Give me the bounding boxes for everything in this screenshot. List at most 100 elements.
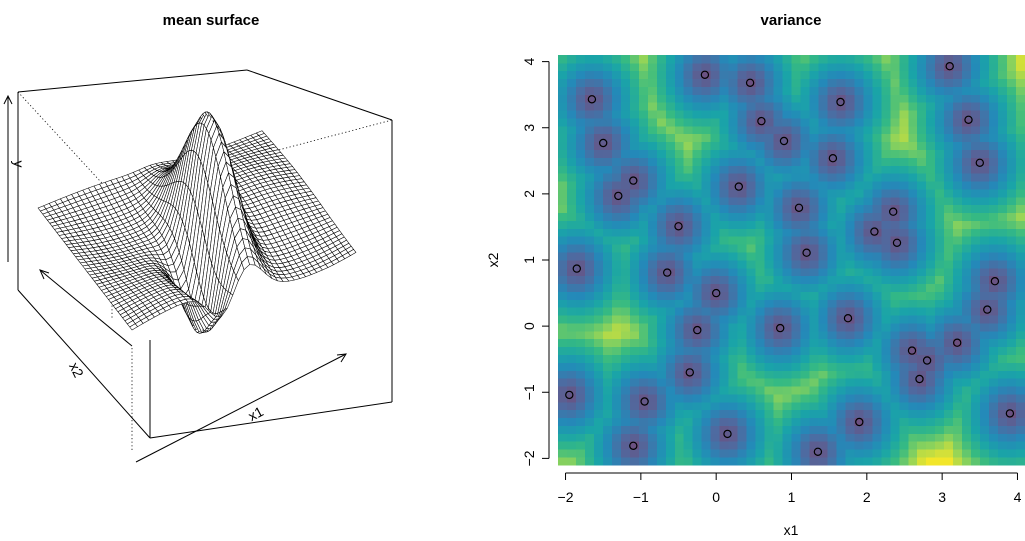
heatmap-cell xyxy=(881,449,891,458)
heatmap-cell xyxy=(575,425,586,434)
heatmap-cell xyxy=(764,417,774,426)
heatmap-cell xyxy=(755,181,765,190)
heatmap-cell xyxy=(656,86,667,95)
heatmap-cell xyxy=(935,441,945,450)
heatmap-cell xyxy=(584,346,595,356)
heatmap-cell xyxy=(827,370,837,379)
heatmap-cell xyxy=(827,457,837,466)
heatmap-cell xyxy=(701,181,712,190)
heatmap-cell xyxy=(971,299,981,308)
heatmap-cell xyxy=(953,181,963,190)
heatmap-cell xyxy=(593,70,604,80)
heatmap-cell xyxy=(917,212,927,221)
heatmap-cell xyxy=(836,70,846,80)
heatmap-cell xyxy=(647,409,658,419)
heatmap-cell xyxy=(665,260,676,269)
heatmap-cell xyxy=(746,149,756,158)
heatmap-cell xyxy=(593,118,604,127)
heatmap-cell xyxy=(746,370,756,379)
heatmap-cell xyxy=(791,236,801,245)
heatmap-cell xyxy=(566,346,577,356)
heatmap-cell xyxy=(602,252,613,261)
heatmap-cell xyxy=(674,394,685,403)
heatmap-cell xyxy=(755,165,765,174)
heatmap-cell xyxy=(746,212,756,221)
heatmap-cell xyxy=(944,204,954,214)
heatmap-cell xyxy=(611,70,622,80)
heatmap-cell xyxy=(980,102,990,111)
heatmap-cell xyxy=(827,212,837,221)
heatmap-cell xyxy=(1016,338,1025,348)
heatmap-cell xyxy=(890,149,900,158)
heatmap-cell xyxy=(1007,291,1017,300)
heatmap-cell xyxy=(602,102,613,111)
heatmap-cell xyxy=(674,267,685,277)
heatmap-cell xyxy=(917,370,927,379)
heatmap-cell xyxy=(575,212,586,221)
heatmap-cell xyxy=(872,401,882,411)
heatmap-cell xyxy=(602,323,613,332)
heatmap-cell xyxy=(746,110,756,119)
heatmap-cell xyxy=(908,291,918,300)
heatmap-cell xyxy=(980,260,990,269)
heatmap-cell xyxy=(1007,244,1017,253)
heatmap-cell xyxy=(755,157,765,166)
heatmap-cell xyxy=(746,102,756,111)
heatmap-cell xyxy=(944,291,954,300)
heatmap-cell xyxy=(953,62,963,72)
heatmap-cell xyxy=(827,125,837,135)
heatmap-cell xyxy=(962,220,972,229)
heatmap-cell xyxy=(683,354,694,363)
heatmap-cell xyxy=(719,236,730,245)
heatmap-cell xyxy=(566,409,577,419)
heatmap-cell xyxy=(926,86,936,95)
heatmap-cell xyxy=(1007,55,1017,64)
heatmap-cell xyxy=(1016,330,1025,340)
heatmap-cell xyxy=(638,141,649,151)
heatmap-cell xyxy=(593,299,604,308)
heatmap-cell xyxy=(629,228,640,237)
heatmap-cell xyxy=(854,299,864,308)
heatmap-cell xyxy=(737,409,747,419)
heatmap-cell xyxy=(1007,196,1017,206)
heatmap-cell xyxy=(944,417,954,426)
heatmap-cell xyxy=(908,417,918,426)
heatmap-cell xyxy=(827,94,837,103)
heatmap-cell xyxy=(899,267,909,277)
heatmap-cell xyxy=(989,260,999,269)
heatmap-cell xyxy=(674,315,685,324)
heatmap-cell xyxy=(908,102,918,111)
design-point xyxy=(779,136,789,146)
heatmap-cell xyxy=(746,433,756,442)
heatmap-cell xyxy=(665,283,676,292)
heatmap-cell xyxy=(719,196,730,206)
heatmap-cell xyxy=(989,354,999,363)
heatmap-cell xyxy=(881,204,891,214)
heatmap-cell xyxy=(629,299,640,308)
heatmap-cell xyxy=(764,378,774,387)
heatmap-cell xyxy=(611,244,622,253)
heatmap-cell xyxy=(611,299,622,308)
heatmap-cell xyxy=(944,94,954,103)
heatmap-cell xyxy=(620,141,631,151)
heatmap-cell xyxy=(710,299,721,308)
heatmap-cell xyxy=(917,330,927,340)
heatmap-cell xyxy=(917,204,927,214)
heatmap-cell xyxy=(872,299,882,308)
heatmap-cell xyxy=(647,394,658,403)
heatmap-cell xyxy=(611,252,622,261)
design-point xyxy=(674,222,683,231)
heatmap-cell xyxy=(926,102,936,111)
heatmap-cell xyxy=(665,173,676,182)
heatmap-cell xyxy=(611,260,622,269)
heatmap-cell xyxy=(872,102,882,111)
heatmap-cell xyxy=(558,78,568,87)
heatmap-cell xyxy=(971,133,981,143)
heatmap-cell xyxy=(908,125,918,135)
heatmap-cell xyxy=(719,220,730,229)
heatmap-cell xyxy=(602,267,613,277)
heatmap-cell xyxy=(845,441,855,450)
heatmap-cell xyxy=(971,70,981,80)
heatmap-cell xyxy=(926,78,936,87)
heatmap-cell xyxy=(800,173,810,182)
